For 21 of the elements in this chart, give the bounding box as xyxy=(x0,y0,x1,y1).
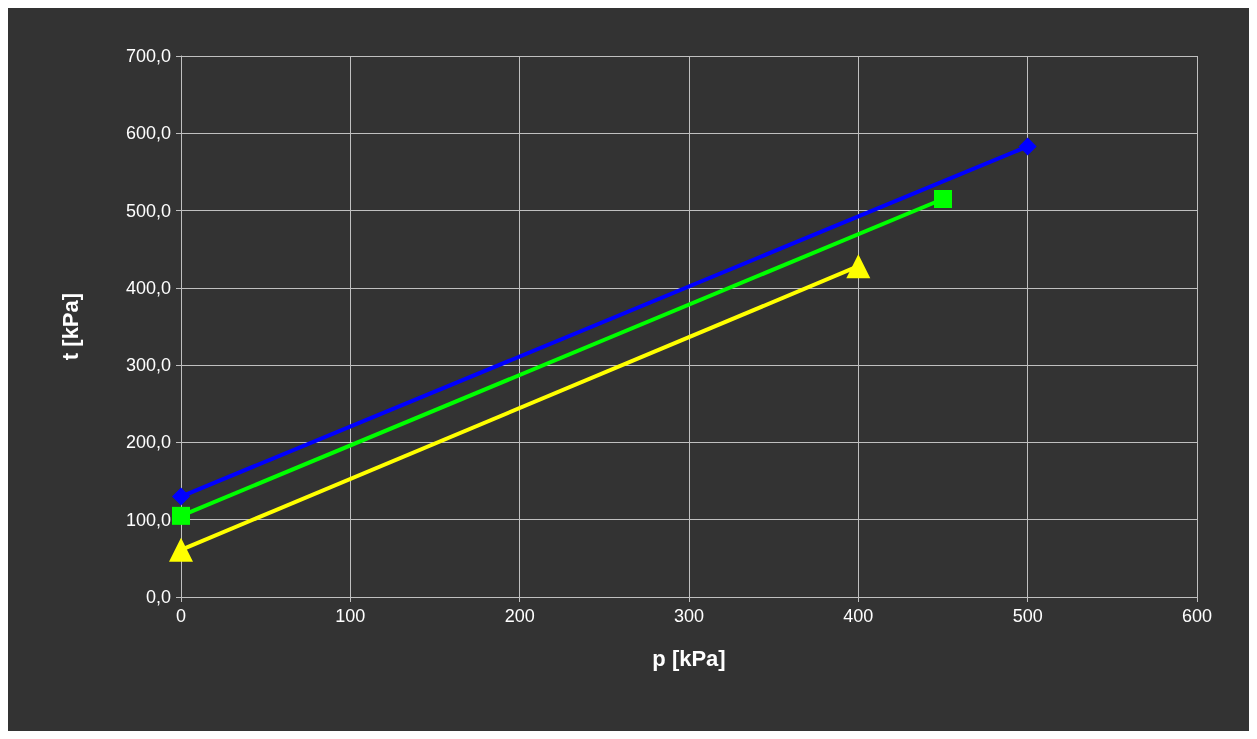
x-axis-title: p [kPa] xyxy=(652,645,726,671)
y-tick-label: 400,0 xyxy=(125,277,171,298)
y-tick-label: 700,0 xyxy=(125,46,171,66)
y-axis-title: t [kPa] xyxy=(57,292,83,361)
y-tick-label: 600,0 xyxy=(125,123,171,144)
y-tick-label: 0,0 xyxy=(145,587,171,607)
point xyxy=(934,189,952,208)
y-tick-label: 200,0 xyxy=(125,432,171,453)
point xyxy=(172,487,190,506)
x-tick-label: 600 xyxy=(1181,606,1213,626)
x-tick-label: 400 xyxy=(843,606,874,626)
y-tick-label: 300,0 xyxy=(125,355,171,376)
x-tick-label: 100 xyxy=(335,606,366,626)
point xyxy=(172,506,190,525)
point xyxy=(1018,137,1037,156)
x-tick-label: 300 xyxy=(673,606,705,626)
y-tick-label: 500,0 xyxy=(125,200,171,221)
x-tick-label: 200 xyxy=(504,606,535,626)
x-tick-label: 500 xyxy=(1012,606,1043,626)
y-tick-label: 100,0 xyxy=(125,509,171,530)
x-tick-label: 0 xyxy=(175,606,187,626)
